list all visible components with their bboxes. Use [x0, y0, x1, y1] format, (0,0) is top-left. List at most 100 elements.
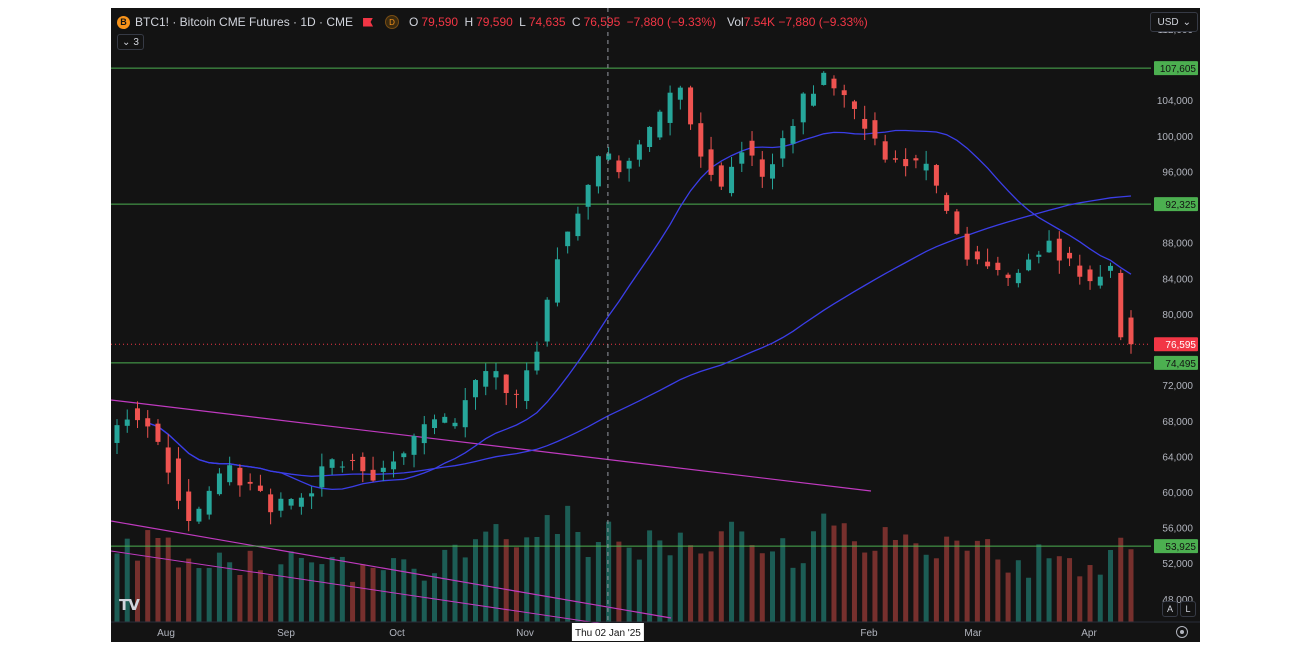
candle — [370, 469, 376, 481]
candle — [1046, 240, 1052, 253]
volume-bar — [606, 521, 612, 622]
candle — [790, 125, 796, 144]
y-tick-label: 68,000 — [1162, 417, 1193, 428]
high-label: H — [464, 15, 474, 29]
volume-bar — [985, 539, 991, 622]
settings-gear-icon[interactable] — [1176, 626, 1188, 638]
volume-bar — [595, 541, 601, 622]
level-price-label: 74,495 — [1165, 359, 1196, 370]
level-price-label: 107,605 — [1160, 64, 1197, 75]
volume-bar — [554, 534, 560, 622]
candle — [186, 491, 192, 521]
volume-bar — [800, 563, 806, 622]
volume-bar — [329, 556, 335, 622]
candle — [903, 159, 909, 167]
x-tick-label: Aug — [157, 628, 175, 639]
candle — [432, 419, 438, 429]
candle — [534, 351, 540, 371]
candle — [360, 456, 366, 472]
y-tick-label: 104,000 — [1157, 96, 1194, 107]
volume-bar — [155, 538, 161, 622]
volume-bar — [1036, 544, 1042, 622]
candle — [268, 494, 274, 513]
symbol-title[interactable]: BTC1! · Bitcoin CME Futures · 1D · CME — [135, 15, 354, 29]
volume-bar — [196, 568, 202, 622]
volume-bar — [534, 536, 540, 622]
volume-bar — [227, 562, 233, 622]
volume-bar — [1005, 572, 1011, 622]
volume-bar — [872, 550, 878, 622]
level-price-badge — [1154, 197, 1198, 212]
candle — [647, 126, 653, 148]
candle — [206, 490, 212, 515]
volume-bar — [1108, 549, 1114, 622]
candle — [145, 418, 151, 427]
volume-bar — [544, 515, 550, 622]
candle — [329, 459, 335, 468]
volume-bar — [995, 559, 1001, 622]
x-tick-label: Apr — [1081, 628, 1097, 639]
candle — [544, 299, 550, 342]
y-tick-label: 88,000 — [1162, 239, 1193, 250]
volume-bar — [647, 530, 653, 622]
candle — [298, 497, 304, 507]
candle — [134, 408, 140, 421]
candle — [1026, 259, 1032, 271]
candle — [759, 159, 765, 177]
volume-bar — [165, 537, 171, 622]
currency-selector[interactable]: USD ⌄ — [1150, 12, 1198, 32]
candle — [964, 233, 970, 260]
volume-bar — [278, 564, 284, 622]
volume-bar — [739, 531, 745, 622]
volume-bar — [759, 553, 765, 622]
candle — [575, 213, 581, 237]
volume-bar — [350, 581, 356, 622]
volume-bar — [1097, 574, 1103, 622]
candle — [667, 92, 673, 123]
chart-frame[interactable]: 112,000104,000100,00096,00088,00084,0008… — [111, 8, 1200, 642]
low-label: L — [519, 15, 526, 29]
volume-bar — [319, 564, 325, 622]
candle — [944, 195, 950, 211]
price-change: −7,880 (−9.33%) — [626, 15, 717, 29]
candle — [882, 141, 888, 160]
candle — [800, 93, 806, 123]
volume-bar — [954, 540, 960, 622]
volume-bar — [667, 555, 673, 622]
level-price-label: 92,325 — [1165, 200, 1196, 211]
candle — [821, 72, 827, 85]
flag-icon[interactable] — [363, 17, 374, 27]
volume-bar — [1015, 560, 1021, 622]
candle — [1005, 274, 1011, 278]
candle — [974, 251, 980, 260]
volume-bar — [237, 575, 243, 622]
auto-scale-button[interactable]: A — [1162, 601, 1178, 617]
volume-label: Vol — [727, 15, 744, 29]
candle — [339, 466, 345, 468]
indicators-toggle[interactable]: ⌄ 3 — [117, 34, 144, 50]
volume-bar — [1056, 556, 1062, 622]
tradingview-logo-icon[interactable]: TV — [119, 596, 140, 614]
candle — [452, 422, 458, 427]
volume-bar — [186, 558, 192, 622]
y-tick-label: 64,000 — [1162, 452, 1193, 463]
candle — [892, 158, 898, 160]
candle — [698, 123, 704, 157]
chevron-down-icon: ⌄ — [1182, 16, 1191, 28]
volume-bar — [134, 560, 140, 622]
volume-bar — [503, 539, 509, 622]
log-scale-label: L — [1185, 604, 1191, 614]
candle — [913, 158, 919, 161]
crosshair-date-badge — [571, 623, 644, 641]
volume-bar — [913, 543, 919, 622]
volume-bar — [964, 550, 970, 622]
x-tick-label: Mar — [964, 628, 982, 639]
candle — [411, 435, 417, 455]
y-tick-label: 96,000 — [1162, 167, 1193, 178]
candle — [626, 160, 632, 169]
candle — [739, 152, 745, 164]
volume-bar — [718, 531, 724, 622]
price-chart[interactable]: 112,000104,000100,00096,00088,00084,0008… — [111, 8, 1200, 642]
log-scale-button[interactable]: L — [1180, 601, 1196, 617]
level-price-badge — [1154, 539, 1198, 554]
